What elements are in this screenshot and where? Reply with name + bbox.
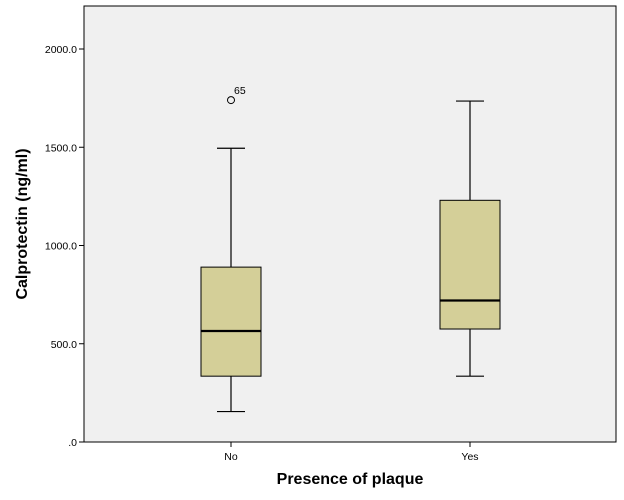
- x-axis-ticks: No Yes: [224, 442, 479, 463]
- box-series: 65: [200, 85, 501, 413]
- y-tick-label: 500.0: [51, 339, 77, 351]
- x-tick-label: Yes: [461, 451, 478, 463]
- x-tick-label: No: [224, 451, 238, 463]
- y-axis-ticks: .0 500.0 1000.0 1500.0 2000.0: [45, 44, 84, 449]
- iqr-box: [200, 266, 262, 377]
- x-axis-title: Presence of plaque: [277, 471, 424, 488]
- y-tick-label: .0: [68, 437, 77, 449]
- box-no: 65: [200, 85, 262, 413]
- box-yes: [439, 100, 501, 377]
- y-tick-label: 1500.0: [45, 142, 77, 154]
- outlier-label: 65: [234, 85, 246, 97]
- y-tick-label: 2000.0: [45, 44, 77, 56]
- plot-area: [83, 5, 617, 443]
- y-axis-title: Calprotectin (ng/ml): [14, 148, 31, 299]
- y-tick-label: 1000.0: [45, 241, 77, 253]
- iqr-box: [439, 199, 501, 330]
- outlier-point: [227, 96, 235, 105]
